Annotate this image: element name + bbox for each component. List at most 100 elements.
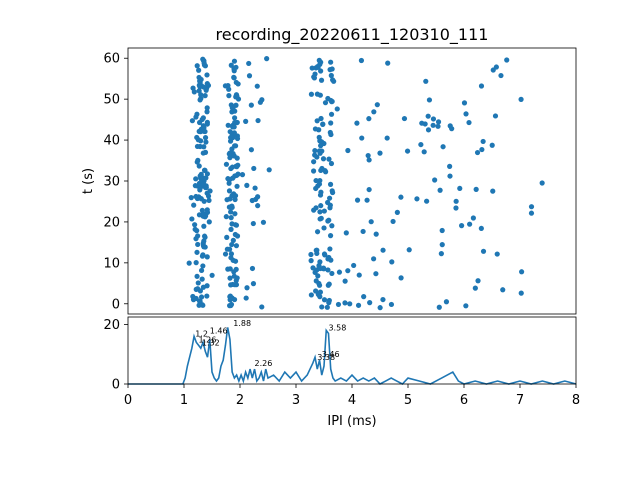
raster-point xyxy=(328,257,334,263)
raster-point xyxy=(228,215,234,221)
histogram-line xyxy=(128,327,577,385)
raster-point xyxy=(198,83,205,89)
peak-label: 3.38 xyxy=(317,353,335,362)
raster-point xyxy=(248,147,254,153)
raster-point xyxy=(227,129,233,135)
raster-point xyxy=(328,59,334,65)
raster-point xyxy=(203,184,209,191)
raster-point xyxy=(494,251,500,257)
raster-point xyxy=(351,262,357,269)
raster-point xyxy=(475,278,481,284)
raster-point xyxy=(358,57,365,64)
raster-point xyxy=(424,198,430,204)
peak-label: 2.26 xyxy=(255,359,273,368)
raster-point xyxy=(231,269,237,275)
raster-point xyxy=(204,72,210,78)
raster-point xyxy=(318,143,324,149)
y-tick-label: 0 xyxy=(112,378,120,393)
raster-point xyxy=(439,242,445,248)
raster-point xyxy=(196,298,203,304)
raster-point xyxy=(371,256,377,262)
raster-point xyxy=(320,121,326,128)
raster-point xyxy=(438,251,444,257)
raster-point xyxy=(229,241,235,248)
raster-point xyxy=(197,129,204,135)
raster-point xyxy=(528,210,535,216)
raster-point xyxy=(196,67,202,73)
raster-point xyxy=(199,276,205,282)
raster-point xyxy=(368,219,374,225)
ipi-histogram: 1.21.261.32 1.46 1.88 2.26 3.383.46 3.58 0 1 2 3… xyxy=(103,316,580,429)
raster-point xyxy=(478,225,484,232)
raster-point xyxy=(330,77,336,83)
peak-label: 1.32 xyxy=(202,338,220,347)
raster-point xyxy=(316,134,322,140)
raster-point xyxy=(347,301,353,307)
raster-point xyxy=(440,144,446,150)
x-tick-label: 8 xyxy=(572,393,580,408)
raster-point xyxy=(232,108,238,114)
raster-point xyxy=(384,135,390,141)
raster-point xyxy=(230,281,236,288)
raster-point xyxy=(252,185,258,191)
raster-point xyxy=(318,203,324,209)
raster-point xyxy=(234,233,241,239)
raster-point xyxy=(342,278,348,284)
raster-point xyxy=(234,172,240,179)
raster-point xyxy=(202,149,209,155)
raster-point xyxy=(200,263,206,269)
histogram-y-ticks: 0 20 xyxy=(103,318,128,393)
raster-point xyxy=(194,228,200,234)
raster-point xyxy=(190,85,196,91)
raster-point xyxy=(226,188,233,194)
raster-point xyxy=(463,111,469,117)
raster-point xyxy=(492,113,499,119)
raster-point xyxy=(432,177,438,183)
raster-point xyxy=(308,258,314,264)
raster-point xyxy=(249,265,256,272)
raster-point xyxy=(437,187,443,193)
raster-point xyxy=(329,270,335,277)
raster-point xyxy=(345,268,351,274)
raster-point xyxy=(374,102,380,108)
raster-point xyxy=(472,285,478,291)
raster-point xyxy=(518,290,524,296)
raster-point xyxy=(232,196,238,203)
raster-point xyxy=(317,265,323,272)
y-tick-label: 60 xyxy=(103,52,120,67)
raster-point xyxy=(202,128,208,135)
raster-point xyxy=(439,227,445,234)
raster-point xyxy=(401,115,408,122)
x-tick-label: 2 xyxy=(236,393,244,408)
raster-point xyxy=(360,228,366,235)
raster-point xyxy=(314,247,320,253)
raster-point xyxy=(227,266,233,272)
raster-point xyxy=(308,292,314,298)
raster-point xyxy=(389,259,395,265)
raster-point xyxy=(327,181,334,187)
raster-point xyxy=(479,146,485,153)
raster-point xyxy=(231,74,237,80)
raster-point xyxy=(251,165,257,172)
raster-point xyxy=(308,91,315,97)
peak-labels: 1.21.261.32 1.46 1.88 2.26 3.383.46 3.58 xyxy=(195,319,346,368)
raster-point xyxy=(430,122,436,128)
raster-point xyxy=(366,157,372,163)
y-tick-label: 10 xyxy=(103,256,120,271)
raster-point xyxy=(461,100,468,106)
raster-point xyxy=(311,159,317,165)
raster-point xyxy=(202,234,208,240)
raster-point xyxy=(447,123,453,129)
raster-point xyxy=(318,68,324,74)
raster-point xyxy=(447,163,453,169)
raster-point xyxy=(367,300,373,306)
raster-point xyxy=(234,275,240,281)
raster-point xyxy=(318,115,324,122)
raster-point xyxy=(229,193,235,199)
raster-point xyxy=(195,241,201,248)
raster-point xyxy=(253,196,259,203)
raster-point xyxy=(493,64,499,70)
raster-point xyxy=(478,83,485,89)
raster-point xyxy=(319,165,325,172)
raster-points xyxy=(186,56,545,311)
